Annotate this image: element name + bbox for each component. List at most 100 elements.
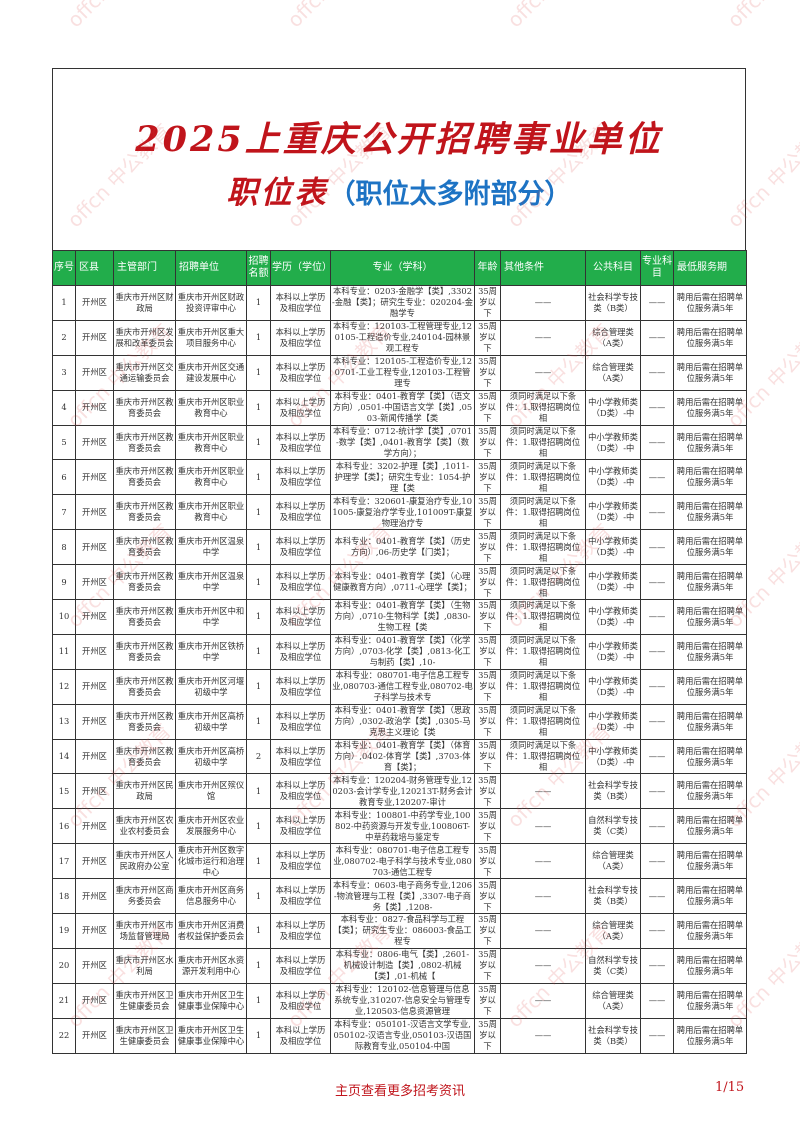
cell-min-service: 聘用后需在招聘单位服务满5年 [673, 808, 747, 845]
cell-seq: 21 [52, 982, 76, 1019]
cell-text: 22 [58, 1030, 70, 1041]
cell-text: 35周岁以下 [478, 705, 497, 738]
cell-text: 开州区 [82, 855, 107, 866]
cell-text: 聘用后需在招聘单位服务满5年 [676, 571, 744, 593]
cell-text: —— [648, 925, 666, 936]
cell-text: 本科以上学历及相应学位 [275, 361, 326, 383]
cell-public-subject: 中小学教师类（D类）-中 [585, 668, 641, 705]
cell-text: 重庆市开州区教育委员会 [115, 431, 174, 453]
cell-text: 本科专业：0401-教育学【类】（心理健康教育方向）,0711-心理学【类】； [333, 571, 472, 593]
cell-seq: 11 [52, 633, 76, 670]
cell-seq: 1 [52, 285, 76, 321]
cell-text: 重庆市开州区教育委员会 [115, 675, 174, 697]
header-age: 年龄 [474, 250, 501, 286]
cell-text: 综合管理类（A类） [592, 989, 634, 1011]
cell-other-conditions: 须同时满足以下条件：1.取得招聘岗位相 [500, 738, 586, 775]
cell-other-conditions: —— [500, 773, 586, 810]
cell-major: 本科专业：120102-信息管理与信息系统专业,310207-信息安全与管理专业… [330, 982, 475, 1019]
cell-seq: 17 [52, 843, 76, 880]
cell-department: 重庆市开州区教育委员会 [113, 738, 176, 775]
header-seq: 序号 [52, 250, 76, 286]
cell-text: 35周岁以下 [478, 495, 497, 528]
cell-other-conditions: 须同时满足以下条件：1.取得招聘岗位相 [500, 564, 586, 601]
cell-text: —— [534, 297, 552, 308]
cell-major: 本科专业：050101-汉语言文学专业,050102-汉语言专业,050103-… [330, 1017, 475, 1054]
cell-quota: 1 [246, 354, 271, 391]
cell-text: 17 [58, 855, 70, 866]
cell-min-service: 聘用后需在招聘单位服务满5年 [673, 703, 747, 740]
cell-professional-subject: —— [640, 564, 674, 601]
cell-text: 本科专业：0203-金融学【类】,3302-金融【类】；研究生专业：020204… [332, 286, 473, 319]
cell-text: 本科以上学历及相应学位 [275, 291, 326, 313]
cell-text: 本科以上学历及相应学位 [275, 431, 326, 453]
cell-major: 本科专业：0401-教育学【类】（语文方向）,0501-中国语言文学【类】,05… [330, 389, 475, 426]
cell-text: 中小学教师类（D类）-中 [588, 501, 638, 523]
title-line2-wrap: 职位表（职位太多附部分） [53, 167, 745, 212]
cell-district: 开州区 [75, 319, 114, 356]
cell-text: —— [534, 855, 552, 866]
cell-quota: 1 [246, 389, 271, 426]
cell-age: 35周岁以下 [474, 459, 501, 496]
cell-district: 开州区 [75, 668, 114, 705]
cell-seq: 16 [52, 808, 76, 845]
cell-text: 开州区 [82, 332, 107, 343]
cell-text: 本科专业：0401-教育学【类】（思政方向）,0302-政治学【类】,0305-… [334, 705, 471, 738]
cell-min-service: 聘用后需在招聘单位服务满5年 [673, 354, 747, 391]
table-row: 7 开州区 重庆市开州区教育委员会 重庆市开州区职业教育中心 1 本科以上学历及相应学位本… [52, 494, 747, 531]
cell-text: 重庆市开州区交通运输委员会 [115, 361, 174, 383]
cell-education: 本科以上学历及相应学位 [270, 982, 331, 1019]
cell-text: 35周岁以下 [478, 600, 497, 633]
cell-text: 本科专业：0806-电气【类】,2601-机械设计制造【类】,0802-机械【类… [335, 949, 470, 982]
cell-text: 1 [255, 541, 262, 552]
table-row: 17 开州区 重庆市开州区人民政府办公室 重庆市开州区数字化城市运行和治理中心 1 本科以… [52, 843, 747, 880]
cell-age: 35周岁以下 [474, 564, 501, 601]
cell-text: 1 [255, 995, 262, 1006]
cell-professional-subject: —— [640, 529, 674, 566]
cell-education: 本科以上学历及相应学位 [270, 913, 331, 949]
cell-text: 重庆市开州区教育委员会 [115, 640, 174, 662]
cell-text: 本科专业：0401-教育学【类】（语文方向）,0501-中国语言文学【类】,05… [332, 391, 473, 424]
table-row: 13 开州区 重庆市开州区教育委员会 重庆市开州区高桥初级中学 1 本科以上学历及相应学位… [52, 703, 747, 740]
cell-text: 本科以上学历及相应学位 [275, 954, 326, 976]
cell-text: 须同时满足以下条件：1.取得招聘岗位相 [505, 460, 581, 493]
cell-other-conditions: —— [500, 319, 586, 356]
title-line1: 2025上重庆公开招聘事业单位 [135, 119, 663, 160]
cell-text: 35周岁以下 [478, 321, 497, 354]
cell-quota: 1 [246, 599, 271, 635]
cell-text: 35周岁以下 [478, 879, 497, 912]
cell-education: 本科以上学历及相应学位 [270, 319, 331, 356]
cell-quota: 1 [246, 913, 271, 949]
cell-public-subject: 综合管理类（A类） [585, 982, 641, 1019]
cell-min-service: 聘用后需在招聘单位服务满5年 [673, 1017, 747, 1054]
cell-department: 重庆市开州区水利局 [113, 947, 176, 984]
cell-text: 重庆市开州区商务委员会 [115, 885, 174, 907]
cell-department: 重庆市开州区教育委员会 [113, 564, 176, 601]
cell-district: 开州区 [75, 878, 114, 915]
cell-text: 35周岁以下 [478, 356, 497, 389]
homepage-link[interactable]: 主页查看更多招考资讯 [334, 1084, 465, 1099]
cell-text: 开州区 [82, 716, 107, 727]
cell-district: 开州区 [75, 389, 114, 426]
cell-text: 聘用后需在招聘单位服务满5年 [676, 989, 744, 1011]
cell-text: 本科专业：3202-护理【类】,1011-护理学【类】；研究生专业：1054-护… [334, 460, 471, 493]
cell-quota: 1 [246, 878, 271, 915]
cell-text: 本科以上学历及相应学位 [275, 745, 326, 767]
cell-major: 本科专业：0401-教育学【类】（化学方向）,0703-化学【类】,0813-化… [330, 633, 475, 670]
cell-text: 社会科学专技类（B类） [588, 885, 638, 907]
cell-text: —— [534, 820, 552, 831]
cell-text: 开州区 [82, 751, 107, 762]
cell-text: —— [648, 506, 666, 517]
table-row: 2 开州区 重庆市开州区发展和改革委员会 重庆市开州区重大项目服务中心 1 本科以上学历及… [52, 319, 747, 356]
cell-text: 本科以上学历及相应学位 [275, 675, 326, 697]
table-row: 10 开州区 重庆市开州区教育委员会 重庆市开州区中和中学 1 本科以上学历及相应学位 本科… [52, 599, 747, 635]
cell-public-subject: 综合管理类（A类） [585, 354, 641, 391]
cell-other-conditions: —— [500, 878, 586, 915]
cell-text: 开州区 [82, 960, 107, 971]
cell-education: 本科以上学历及相应学位 [270, 947, 331, 984]
cell-other-conditions: —— [500, 808, 586, 845]
cell-text: 14 [58, 751, 70, 762]
cell-professional-subject: —— [640, 878, 674, 915]
cell-education: 本科以上学历及相应学位 [270, 564, 331, 601]
cell-text: 2 [255, 751, 262, 762]
cell-age: 35周岁以下 [474, 529, 501, 566]
